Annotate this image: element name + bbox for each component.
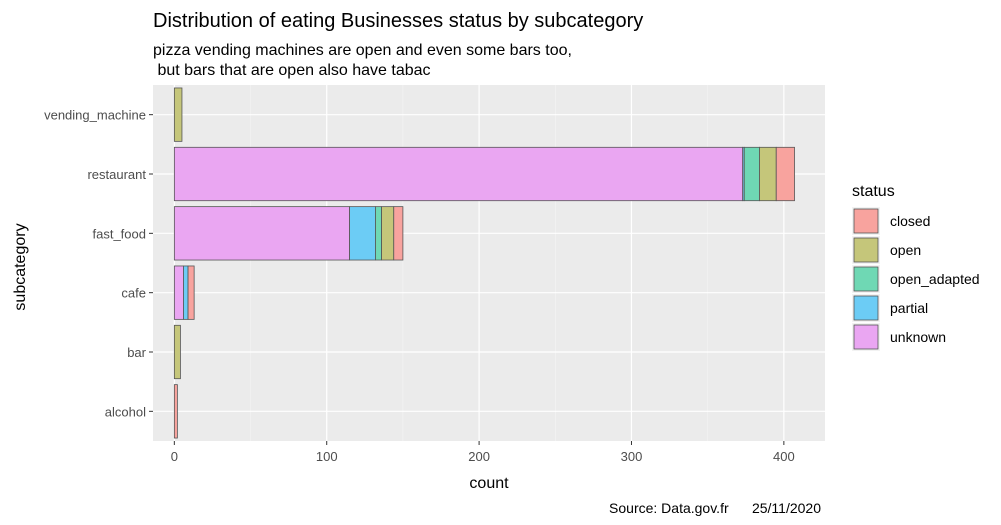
- legend-label-open: open: [890, 242, 921, 258]
- plot-panel: [153, 85, 825, 441]
- chart-title: Distribution of eating Businesses status…: [153, 10, 643, 32]
- chart-subtitle-line-1: pizza vending machines are open and even…: [153, 42, 572, 59]
- legend-title: status: [852, 183, 895, 200]
- y-tick-label: fast_food: [93, 226, 147, 241]
- legend-label-unknown: unknown: [890, 329, 946, 345]
- y-tick-label: bar: [127, 345, 146, 360]
- legend-swatch-partial: [853, 295, 879, 321]
- chart-subtitle-line-2: but bars that are open also have tabac: [153, 62, 431, 79]
- legend-label-open_adapted: open_adapted: [890, 271, 980, 287]
- bar-cafe-partial: [183, 265, 189, 320]
- x-tick-label: 300: [621, 449, 643, 464]
- legend-label-closed: closed: [890, 213, 930, 229]
- bar-restaurant-closed: [775, 146, 795, 202]
- y-axis-title: subcategory: [12, 223, 29, 310]
- bar-alcohol-closed: [173, 384, 178, 439]
- bar-cafe-unknown: [173, 265, 184, 320]
- x-axis-title: count: [469, 475, 509, 492]
- chart-caption: Source: Data.gov.fr 25/11/2020: [609, 500, 821, 516]
- bar-restaurant-unknown: [173, 146, 744, 202]
- y-tick-label: vending_machine: [44, 108, 146, 123]
- legend-swatch-closed: [853, 208, 879, 234]
- bar-restaurant-open_adapted: [743, 146, 760, 202]
- y-tick-label: alcohol: [105, 404, 146, 419]
- x-tick-label: 100: [316, 449, 338, 464]
- legend-label-partial: partial: [890, 300, 928, 316]
- bar-fast_food-closed: [393, 206, 404, 261]
- bar-fast_food-open_adapted: [375, 206, 382, 261]
- bar-restaurant-open: [759, 146, 777, 202]
- y-tick-label: cafe: [121, 286, 146, 301]
- bars-group: [173, 87, 795, 439]
- y-tick-label: restaurant: [87, 167, 146, 182]
- bar-fast_food-partial: [349, 206, 376, 261]
- legend-swatch-unknown: [853, 324, 879, 350]
- bar-fast_food-open: [381, 206, 395, 261]
- x-tick-label: 400: [773, 449, 795, 464]
- bar-cafe-closed: [187, 265, 195, 320]
- legend-swatch-open_adapted: [853, 266, 879, 292]
- x-tick-label: 0: [171, 449, 178, 464]
- legend-swatch-open: [853, 237, 879, 263]
- bar-bar-open: [173, 324, 181, 380]
- x-tick-label: 200: [468, 449, 490, 464]
- bar-vending_machine-open: [173, 87, 183, 142]
- bar-fast_food-unknown: [173, 206, 350, 261]
- x-axis: 0 100 200 300 400: [171, 441, 795, 464]
